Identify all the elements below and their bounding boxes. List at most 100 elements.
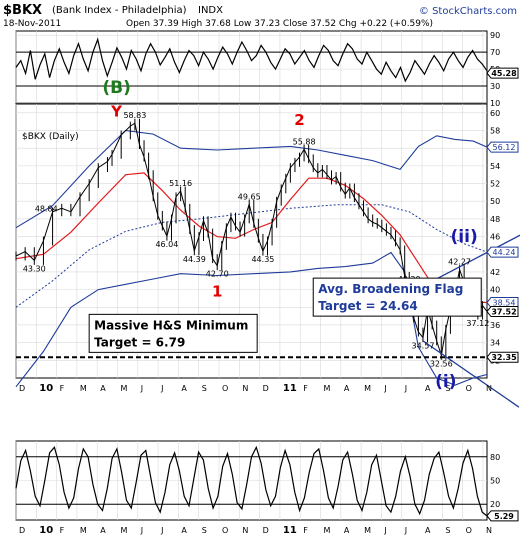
price-xaxis-tick-19: J bbox=[404, 384, 407, 393]
lower-xaxis-tick-21: S bbox=[445, 526, 450, 535]
peak-label-43.30: 43.30 bbox=[23, 264, 46, 273]
chart-symbol: $BKX bbox=[3, 3, 42, 18]
lower-xaxis-tick-23: N bbox=[486, 526, 492, 535]
flag-target-title: Avg. Broadening Flag bbox=[318, 282, 463, 296]
flag-target-value: Target = 24.64 bbox=[318, 299, 418, 313]
peak-label-42.27: 42.27 bbox=[448, 258, 471, 267]
lower-xaxis-tick-19: J bbox=[404, 526, 407, 535]
price-xaxis-tick-18: J bbox=[383, 384, 386, 393]
price-xaxis-tick-1: 10 bbox=[39, 383, 53, 394]
price-panel-label: $BKX (Daily) bbox=[22, 132, 79, 142]
price-ytick-60: 60 bbox=[490, 109, 500, 118]
wave-label-ii: (ii) bbox=[451, 227, 478, 247]
price-badge-label-38.54: 38.54 bbox=[493, 299, 516, 308]
lower-xaxis-tick-15: M bbox=[324, 526, 331, 535]
price-xaxis-tick-7: J bbox=[160, 384, 163, 393]
lower-xaxis-tick-8: A bbox=[181, 526, 187, 535]
upper-osc-badge-label-45.28: 45.28 bbox=[491, 69, 517, 78]
lower-xaxis-tick-22: O bbox=[466, 526, 472, 535]
hs-target-box bbox=[88, 313, 258, 353]
peak-label-42.70: 42.70 bbox=[206, 270, 229, 279]
lower-xaxis-tick-7: J bbox=[160, 526, 163, 535]
lower-xaxis-tick-1: 10 bbox=[39, 525, 53, 536]
price-xaxis-tick-22: O bbox=[466, 384, 472, 393]
peak-label-34.57: 34.57 bbox=[412, 342, 435, 351]
chart-ohlc: Open 37.39 High 37.68 Low 37.23 Close 37… bbox=[126, 19, 433, 29]
peak-label-48.84: 48.84 bbox=[35, 204, 58, 213]
price-ytick-58: 58 bbox=[490, 127, 500, 136]
flag-line-1 bbox=[422, 340, 520, 408]
chart-index-name: (Bank Index - Philadelphia) bbox=[52, 5, 187, 16]
price-xaxis-tick-23: N bbox=[486, 384, 492, 393]
price-ytick-36: 36 bbox=[490, 321, 500, 330]
price-xaxis-tick-20: A bbox=[425, 384, 431, 393]
lower-oscillator-panel: 20 50 80 5.29 bbox=[15, 440, 519, 522]
lower-xaxis-tick-5: M bbox=[121, 526, 128, 535]
price-badge-label-44.24: 44.24 bbox=[493, 248, 516, 257]
price-ytick-34: 34 bbox=[490, 339, 500, 348]
peak-label-58.83: 58.83 bbox=[123, 111, 146, 120]
wave-label-i: (i) bbox=[435, 372, 456, 392]
price-xaxis-tick-14: F bbox=[303, 384, 308, 393]
price-xaxis-tick-12: D bbox=[263, 384, 269, 393]
chart-date: 18-Nov-2011 bbox=[3, 19, 61, 29]
price-ytick-46: 46 bbox=[490, 233, 500, 242]
price-badge-44.24 bbox=[486, 246, 519, 258]
mid-band-line bbox=[15, 204, 488, 308]
wave-label-2: 2 bbox=[294, 111, 304, 129]
x-axes: D 10 F M A M J J A S O N D 11 F M A M J J A S O N D 10 F M A M J J A S O N D… bbox=[19, 383, 492, 536]
lower-xaxis-tick-11: N bbox=[242, 526, 248, 535]
annotations: $BKX (Daily) Y (B) 1 2 (ii) (i) Avg. Broadenin… bbox=[22, 78, 482, 392]
lower-osc-ytick-20: 20 bbox=[490, 500, 500, 509]
lower-osc-badge-5.29 bbox=[486, 510, 519, 522]
price-panel: 32343638404244464850525456586043.3048.84… bbox=[15, 103, 520, 408]
upper-osc-badge-45.28 bbox=[486, 67, 519, 79]
peak-label-55.88: 55.88 bbox=[293, 137, 316, 146]
price-xaxis-tick-3: M bbox=[80, 384, 87, 393]
upper-osc-ytick-10: 10 bbox=[490, 99, 500, 108]
upper-osc-ytick-70: 70 bbox=[490, 48, 500, 57]
lower-xaxis-tick-3: M bbox=[80, 526, 87, 535]
lower-xaxis-tick-13: 11 bbox=[283, 525, 297, 536]
peak-label-44.39: 44.39 bbox=[183, 255, 206, 264]
peak-label-49.65: 49.65 bbox=[238, 192, 261, 201]
lower-xaxis-tick-0: D bbox=[19, 526, 25, 535]
price-xaxis-tick-17: M bbox=[364, 384, 371, 393]
flag-target-box bbox=[312, 277, 482, 317]
lower-xaxis-tick-14: F bbox=[303, 526, 308, 535]
lower-osc-ytick-80: 80 bbox=[490, 453, 500, 462]
price-xaxis-tick-4: A bbox=[100, 384, 106, 393]
lower-xaxis-tick-9: S bbox=[202, 526, 207, 535]
wave-label-1: 1 bbox=[212, 283, 222, 301]
peak-label-46.04: 46.04 bbox=[155, 240, 178, 249]
price-xaxis-tick-8: A bbox=[181, 384, 187, 393]
peak-label-37.12: 37.12 bbox=[466, 319, 489, 328]
price-badge-32.35 bbox=[486, 351, 519, 363]
lower-xaxis-tick-4: A bbox=[100, 526, 106, 535]
price-ytick-40: 40 bbox=[490, 286, 500, 295]
price-xaxis-tick-21: S bbox=[445, 384, 450, 393]
peak-label-44.35: 44.35 bbox=[251, 255, 274, 264]
price-xaxis-tick-16: A bbox=[344, 384, 350, 393]
price-ytick-50: 50 bbox=[490, 197, 500, 206]
lower-xaxis-tick-18: J bbox=[383, 526, 386, 535]
upper-osc-ytick-90: 90 bbox=[490, 31, 500, 40]
price-ytick-52: 52 bbox=[490, 180, 500, 189]
lower-osc-badge-label-5.29: 5.29 bbox=[494, 512, 514, 521]
price-badge-label-32.35: 32.35 bbox=[491, 353, 517, 362]
price-xaxis-tick-15: M bbox=[324, 384, 331, 393]
chart-watermark: © StockCharts.com bbox=[419, 6, 517, 17]
lower-band-line bbox=[15, 251, 488, 388]
price-xaxis-tick-6: J bbox=[140, 384, 143, 393]
upper-osc-ytick-30: 30 bbox=[490, 82, 500, 91]
wave-label-Y: Y bbox=[110, 102, 123, 120]
price-xaxis-tick-5: M bbox=[121, 384, 128, 393]
lower-osc-ytick-50: 50 bbox=[490, 477, 500, 486]
price-ytick-48: 48 bbox=[490, 215, 500, 224]
lower-xaxis-tick-2: F bbox=[60, 526, 65, 535]
hs-target-value: Target = 6.79 bbox=[94, 335, 185, 349]
price-badge-37.52 bbox=[486, 306, 519, 318]
peak-label-32.56: 32.56 bbox=[430, 359, 453, 368]
lower-xaxis-tick-6: J bbox=[140, 526, 143, 535]
